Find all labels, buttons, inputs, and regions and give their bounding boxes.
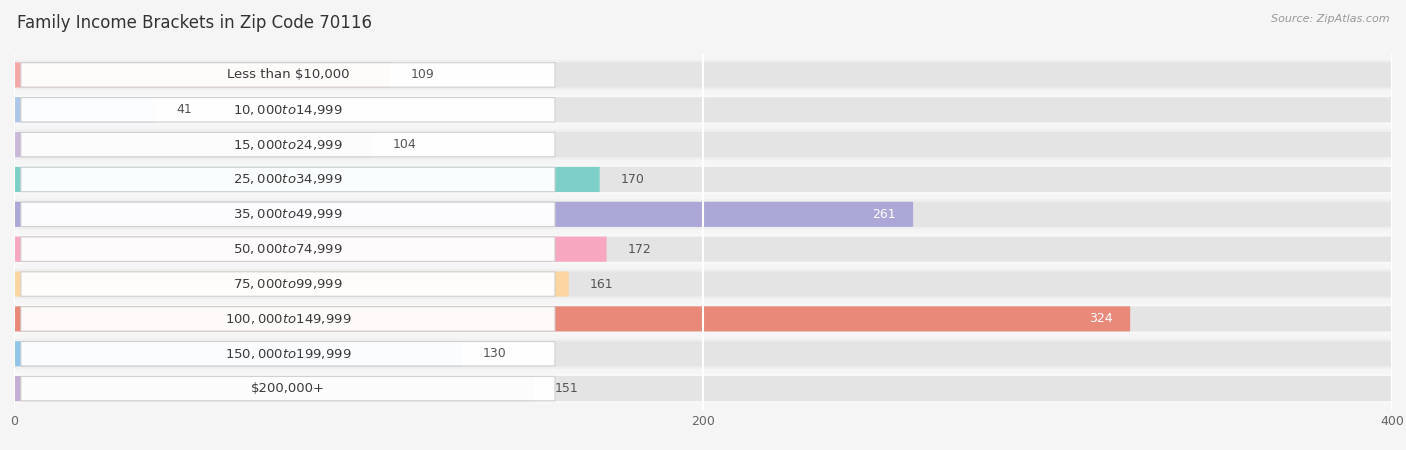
FancyBboxPatch shape	[21, 167, 555, 192]
FancyBboxPatch shape	[14, 63, 1392, 87]
Text: 161: 161	[589, 278, 613, 291]
FancyBboxPatch shape	[14, 271, 1392, 297]
FancyBboxPatch shape	[14, 199, 1392, 230]
Text: $25,000 to $34,999: $25,000 to $34,999	[233, 172, 343, 186]
FancyBboxPatch shape	[21, 307, 555, 331]
FancyBboxPatch shape	[14, 339, 1392, 369]
FancyBboxPatch shape	[14, 376, 1392, 401]
FancyBboxPatch shape	[14, 167, 1392, 192]
FancyBboxPatch shape	[14, 63, 389, 87]
Text: $10,000 to $14,999: $10,000 to $14,999	[233, 103, 343, 117]
Text: $50,000 to $74,999: $50,000 to $74,999	[233, 242, 343, 256]
Text: $150,000 to $199,999: $150,000 to $199,999	[225, 347, 352, 361]
FancyBboxPatch shape	[14, 132, 1392, 157]
FancyBboxPatch shape	[21, 376, 555, 401]
FancyBboxPatch shape	[14, 306, 1392, 332]
FancyBboxPatch shape	[14, 202, 1392, 227]
FancyBboxPatch shape	[14, 304, 1392, 334]
FancyBboxPatch shape	[14, 130, 1392, 160]
FancyBboxPatch shape	[14, 374, 1392, 404]
Text: 170: 170	[620, 173, 644, 186]
Text: 261: 261	[872, 208, 896, 221]
FancyBboxPatch shape	[14, 97, 1392, 122]
Text: Family Income Brackets in Zip Code 70116: Family Income Brackets in Zip Code 70116	[17, 14, 371, 32]
FancyBboxPatch shape	[21, 98, 555, 122]
FancyBboxPatch shape	[14, 97, 155, 122]
Text: 324: 324	[1090, 312, 1114, 325]
Text: $75,000 to $99,999: $75,000 to $99,999	[233, 277, 343, 291]
FancyBboxPatch shape	[21, 63, 555, 87]
FancyBboxPatch shape	[14, 269, 1392, 299]
FancyBboxPatch shape	[14, 237, 606, 262]
FancyBboxPatch shape	[14, 306, 1130, 332]
Text: $35,000 to $49,999: $35,000 to $49,999	[233, 207, 343, 221]
Text: Less than $10,000: Less than $10,000	[226, 68, 349, 81]
FancyBboxPatch shape	[21, 342, 555, 366]
FancyBboxPatch shape	[14, 376, 534, 401]
FancyBboxPatch shape	[14, 165, 1392, 194]
FancyBboxPatch shape	[21, 237, 555, 261]
Text: $100,000 to $149,999: $100,000 to $149,999	[225, 312, 352, 326]
Text: Source: ZipAtlas.com: Source: ZipAtlas.com	[1271, 14, 1389, 23]
FancyBboxPatch shape	[14, 202, 912, 227]
FancyBboxPatch shape	[14, 60, 1392, 90]
Text: 172: 172	[627, 243, 651, 256]
Text: 109: 109	[411, 68, 434, 81]
FancyBboxPatch shape	[14, 167, 599, 192]
FancyBboxPatch shape	[14, 132, 373, 157]
Text: 104: 104	[394, 138, 416, 151]
FancyBboxPatch shape	[14, 95, 1392, 125]
Text: 151: 151	[555, 382, 579, 395]
Text: $15,000 to $24,999: $15,000 to $24,999	[233, 138, 343, 152]
Text: $200,000+: $200,000+	[250, 382, 325, 395]
FancyBboxPatch shape	[21, 272, 555, 296]
FancyBboxPatch shape	[14, 237, 1392, 262]
Text: 130: 130	[482, 347, 506, 360]
FancyBboxPatch shape	[14, 271, 568, 297]
FancyBboxPatch shape	[14, 341, 463, 366]
FancyBboxPatch shape	[21, 202, 555, 226]
Text: 41: 41	[176, 103, 191, 116]
FancyBboxPatch shape	[21, 132, 555, 157]
FancyBboxPatch shape	[14, 341, 1392, 366]
FancyBboxPatch shape	[14, 234, 1392, 264]
